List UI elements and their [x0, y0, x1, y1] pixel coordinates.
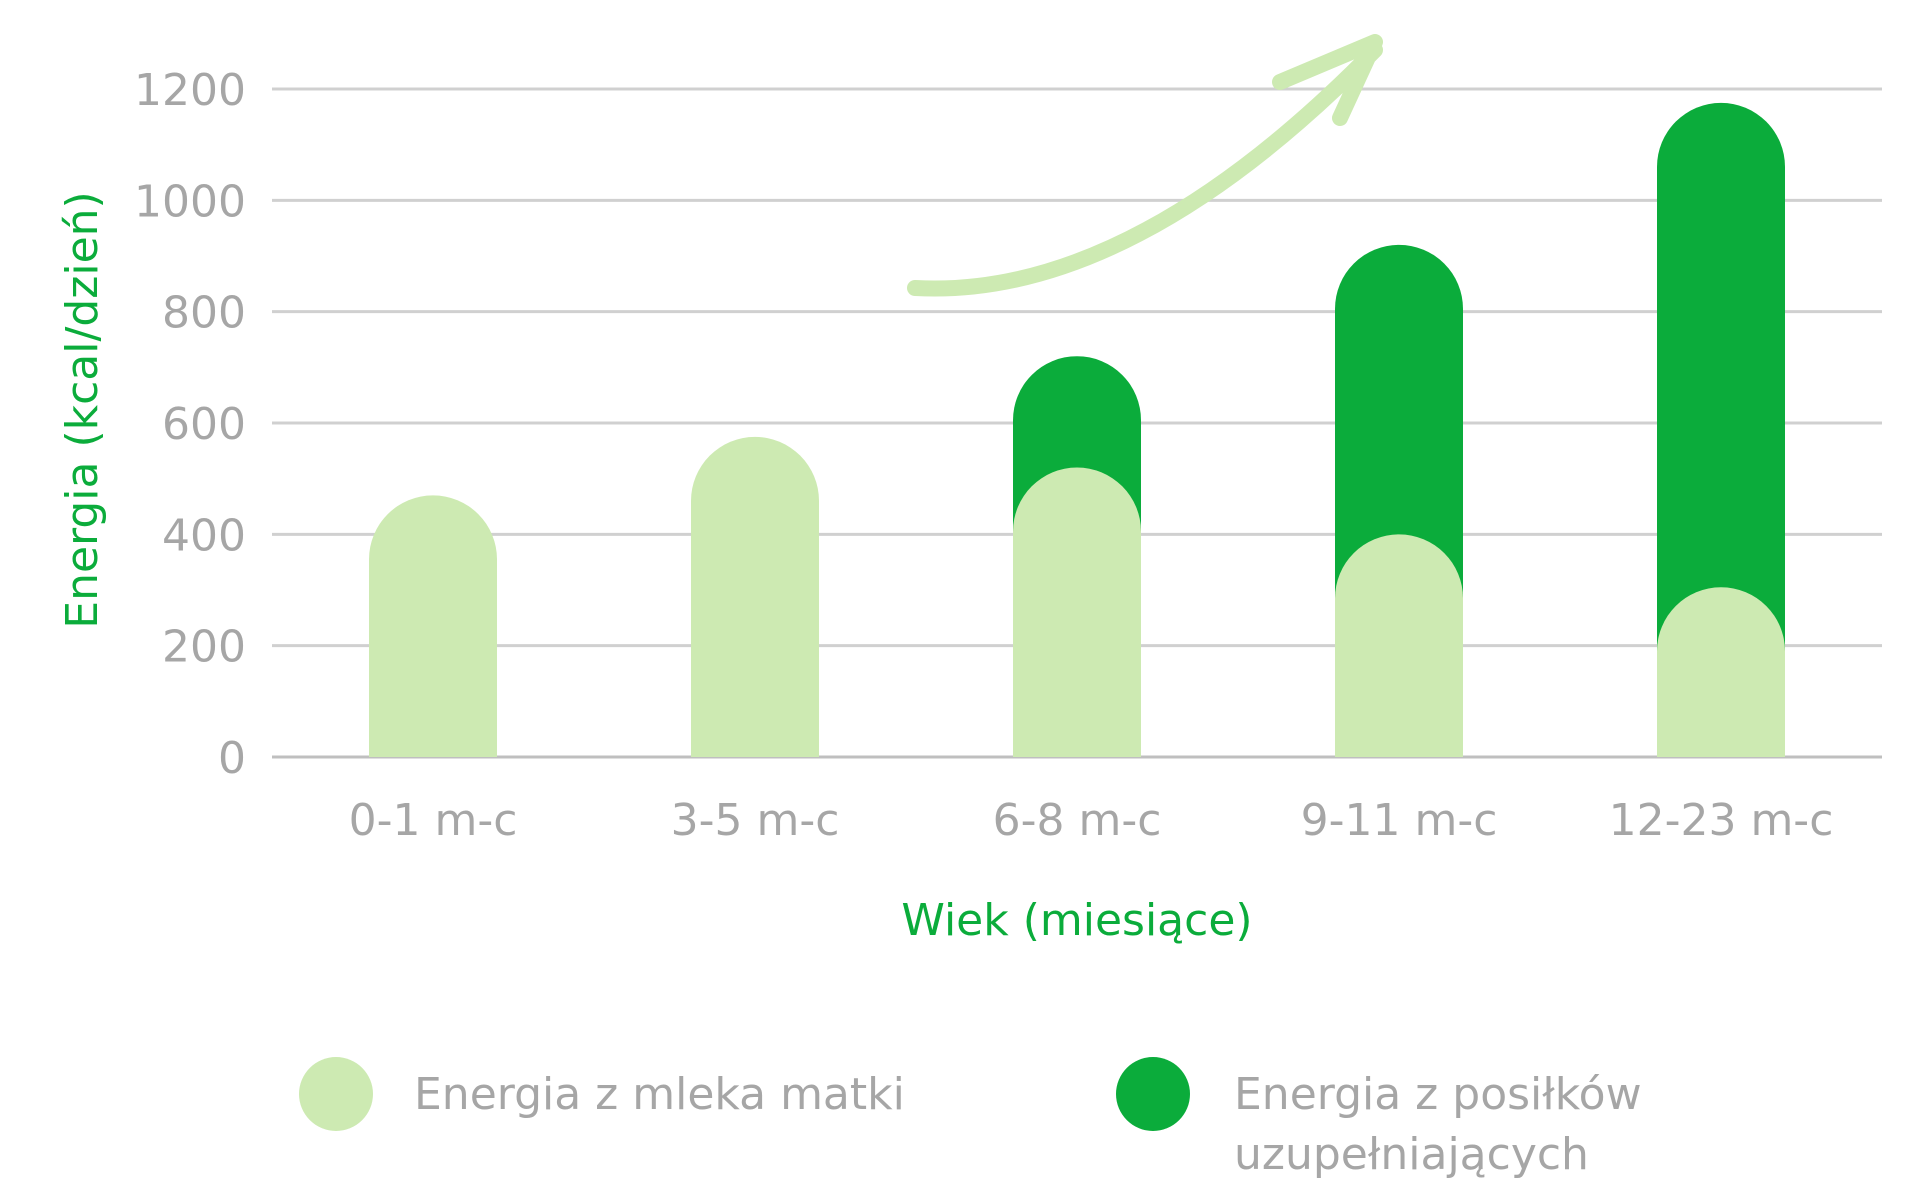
legend-label-complementary-food-line1: Energia z posiłków: [1234, 1069, 1642, 1120]
y-tick-label: 400: [162, 510, 246, 561]
legend-label-breast-milk: Energia z mleka matki: [414, 1069, 905, 1120]
x-category-label: 0-1 m-c: [349, 795, 518, 846]
bar-breast-milk: [1335, 534, 1463, 757]
legend: Energia z mleka matki Energia z posiłków…: [299, 1057, 1642, 1180]
y-axis-title: Energia (kcal/dzień): [57, 191, 108, 628]
x-category-label: 6-8 m-c: [993, 795, 1162, 846]
y-tick-label: 1000: [134, 176, 246, 227]
y-tick-labels: 0 200 400 600 800 1000 1200: [134, 65, 246, 784]
bar-breast-milk: [369, 495, 497, 757]
bar-breast-milk: [1013, 467, 1141, 757]
x-axis-title: Wiek (miesiące): [901, 895, 1252, 946]
y-tick-label: 200: [162, 622, 246, 673]
legend-label-complementary-food-line2: uzupełniających: [1234, 1129, 1589, 1180]
y-tick-label: 0: [218, 733, 246, 784]
y-tick-label: 600: [162, 399, 246, 450]
y-tick-label: 800: [162, 288, 246, 339]
trend-arrow-icon: [907, 34, 1383, 297]
x-category-label: 12-23 m-c: [1609, 795, 1834, 846]
y-tick-label: 1200: [134, 65, 246, 116]
bar-complementary-food: [1657, 102, 1785, 757]
x-category-label: 9-11 m-c: [1301, 795, 1498, 846]
bars: [369, 102, 1785, 757]
bar-breast-milk: [691, 436, 819, 757]
category-labels: 0-1 m-c 3-5 m-c 6-8 m-c 9-11 m-c 12-23 m-c: [349, 795, 1834, 846]
x-category-label: 3-5 m-c: [671, 795, 840, 846]
legend-swatch-breast-milk: [299, 1057, 373, 1131]
bar-breast-milk: [1657, 587, 1785, 757]
legend-swatch-complementary-food: [1116, 1057, 1190, 1131]
